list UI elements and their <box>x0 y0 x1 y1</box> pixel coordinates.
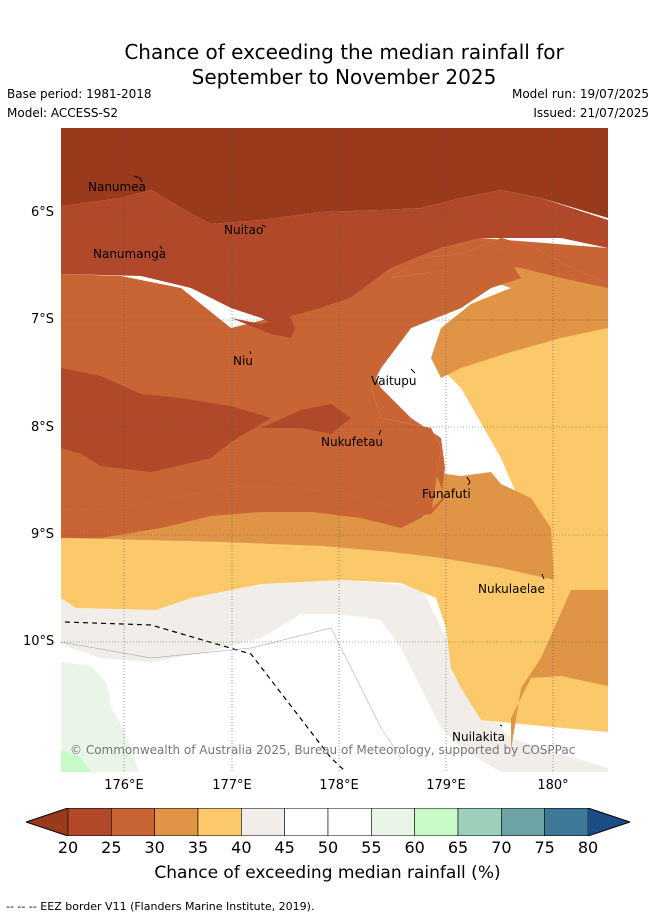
lat-label-7s: 7°S <box>31 312 55 327</box>
map-title: Chance of exceeding the median rainfall … <box>0 40 655 90</box>
contour-line <box>61 627 402 759</box>
band-60-65 <box>61 750 91 772</box>
band-35-40 <box>61 318 608 732</box>
band-20-25-c <box>261 404 351 434</box>
colorbar-tick-55: 55 <box>361 838 382 857</box>
colorbar-cell-35-40 <box>197 807 242 837</box>
island-nuilakita <box>499 724 503 727</box>
colorbar <box>24 807 632 837</box>
place-label-niu: Niu <box>233 354 253 368</box>
gridlines <box>61 128 608 772</box>
colorbar-svg <box>24 807 632 837</box>
band-20-25-b <box>61 368 271 472</box>
colorbar-arrow-above <box>588 808 630 836</box>
map-frame <box>61 128 608 772</box>
title-line-1: Chance of exceeding the median rainfall … <box>124 40 564 64</box>
colorbar-label: Chance of exceeding median rainfall (%) <box>154 863 501 883</box>
colorbar-tick-20: 20 <box>57 838 79 857</box>
model-name: Model: ACCESS-S2 <box>7 106 119 120</box>
band-25-30-b <box>61 238 608 538</box>
lon-label-179e: 179°E <box>426 778 466 793</box>
place-label-nukulaelae: Nukulaelae <box>478 582 545 596</box>
colorbar-tick-50: 50 <box>317 838 339 857</box>
colorbar-cell-30-35 <box>154 807 199 837</box>
colorbar-cell-65-70 <box>457 807 502 837</box>
colorbar-tick-45: 45 <box>274 838 295 857</box>
lon-label-177e: 177°E <box>212 778 252 793</box>
colorbar-tick-80: 80 <box>577 838 599 857</box>
colorbar-tick-30: 30 <box>144 838 165 857</box>
band-30-35-c <box>511 590 608 750</box>
island-vaitupu <box>410 368 416 374</box>
place-label-funafuti: Funafuti <box>422 487 471 501</box>
colorbar-cell-60-65 <box>414 807 459 837</box>
colorbar-cells <box>67 807 589 837</box>
lat-label-9s: 9°S <box>31 527 55 542</box>
place-label-nuitao: Nuitao <box>224 223 264 237</box>
colorbar-tick-40: 40 <box>231 838 252 857</box>
eez-footnote: -- -- -- EEZ border V11 (Flanders Marine… <box>6 900 315 913</box>
colorbar-cell-50-55 <box>327 807 372 837</box>
base-period: Base period: 1981-2018 <box>7 87 152 101</box>
island-nanumea <box>133 175 143 183</box>
colorbar-cell-75-80 <box>544 807 589 837</box>
rainfall-map-svg <box>61 128 608 772</box>
island-niu <box>249 350 252 355</box>
title-line-2: September to November 2025 <box>191 65 497 89</box>
colorbar-cell-55-60 <box>371 807 415 837</box>
model-run-date: Model run: 19/07/2025 <box>511 87 649 101</box>
island-nukufetau <box>378 429 382 436</box>
band-below-20 <box>61 128 608 224</box>
colorbar-cell-25-30 <box>111 807 155 837</box>
lon-label-178e: 178°E <box>319 778 359 793</box>
lat-label-8s: 8°S <box>31 420 55 435</box>
colorbar-tick-35: 35 <box>187 838 209 857</box>
band-20-25-a <box>61 190 608 328</box>
island-shapes <box>133 175 545 727</box>
island-nukulaelae <box>541 573 545 580</box>
lat-label-10s: 10°S <box>23 634 55 649</box>
band-20-25-d <box>231 318 295 338</box>
colorbar-tick-75: 75 <box>534 838 555 857</box>
place-label-nanumea: Nanumea <box>88 180 146 194</box>
colorbar-cell-20-25 <box>67 807 112 837</box>
island-funafuti <box>466 476 471 486</box>
band-55-60 <box>61 662 139 772</box>
rainfall-map <box>61 128 608 772</box>
lon-label-180: 180° <box>537 778 569 793</box>
place-label-vaitupu: Vaitupu <box>371 374 417 388</box>
copyright-credit: © Commonwealth of Australia 2025, Bureau… <box>70 743 576 757</box>
colorbar-cell-40-45 <box>241 807 285 837</box>
colorbar-tick-70: 70 <box>491 838 512 857</box>
eez-border <box>64 621 347 772</box>
colorbar-arrow-below <box>26 808 68 836</box>
colorbar-tick-60: 60 <box>404 838 425 857</box>
issued-date: Issued: 21/07/2025 <box>533 106 649 120</box>
place-label-nanumanga: Nanumanga <box>93 247 167 261</box>
place-label-nukufetau: Nukufetau <box>321 435 384 449</box>
colorbar-tick-65: 65 <box>447 838 469 857</box>
colorbar-cell-70-75 <box>501 807 545 837</box>
place-label-nuilakita: Nuilakita <box>452 730 505 744</box>
island-nuitao <box>261 224 267 228</box>
colorbar-tick-25: 25 <box>101 838 122 857</box>
lat-label-6s: 6°S <box>31 205 55 220</box>
lon-label-176e: 176°E <box>104 778 144 793</box>
colorbar-cell-45-50 <box>284 807 329 837</box>
band-40-45 <box>61 580 608 772</box>
island-nanumanga <box>159 245 163 250</box>
